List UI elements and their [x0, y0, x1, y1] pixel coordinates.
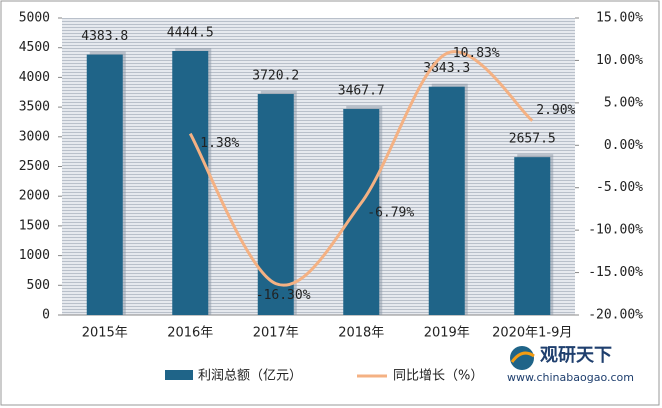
x-tick-label: 2018年: [338, 326, 384, 341]
x-tick-label: 2019年: [424, 326, 470, 341]
value-label: 2.90%: [536, 103, 575, 118]
y-tick-label: 3500: [19, 100, 50, 115]
y-tick-label: 5000: [19, 11, 50, 26]
y2-tick-label: -15.00%: [588, 265, 643, 280]
x-tick-label: 2015年: [82, 326, 128, 341]
value-label: 4383.8: [81, 29, 128, 44]
y-tick-label: 1000: [19, 248, 50, 263]
value-label: -6.79%: [367, 205, 414, 220]
value-label: 3720.2: [252, 69, 299, 84]
plot-area: [62, 18, 575, 315]
y2-tick-label: -10.00%: [588, 223, 643, 238]
x-tick-label: 2020年1-9月: [492, 326, 572, 341]
logo: [510, 351, 535, 363]
y-tick-label: 2000: [19, 189, 50, 204]
y2-tick-label: -20.00%: [588, 308, 643, 323]
y-tick-label: 500: [27, 278, 50, 293]
y-tick-label: 4000: [19, 70, 50, 85]
bar: [86, 54, 123, 315]
legend-label: 同比增长（%）: [393, 369, 483, 384]
y-tick-label: 2500: [19, 159, 50, 174]
value-label: 1.38%: [200, 136, 239, 151]
value-label: 2657.5: [509, 132, 556, 147]
y-tick-label: 4500: [19, 40, 50, 55]
bar: [514, 157, 551, 315]
x-tick-label: 2017年: [253, 326, 299, 341]
watermark-brand: 观研天下: [540, 345, 612, 366]
value-label: 3467.7: [338, 84, 385, 99]
bar: [428, 86, 465, 315]
bar: [172, 50, 209, 315]
y2-tick-label: -5.00%: [596, 180, 643, 195]
y2-tick-label: 15.00%: [596, 11, 643, 26]
bar: [343, 109, 380, 316]
legend-swatch: [165, 370, 193, 380]
value-label: 4444.5: [167, 25, 214, 40]
y2-tick-label: 5.00%: [604, 95, 643, 110]
bar: [257, 94, 294, 316]
line: [188, 50, 534, 287]
y-tick-label: 3000: [19, 129, 50, 144]
legend-label: 利润总额（亿元）: [198, 369, 302, 384]
value-label: -16.30%: [256, 288, 311, 303]
y2-tick-label: 10.00%: [596, 53, 643, 68]
value-label: 10.83%: [453, 46, 500, 61]
x-tick-label: 2016年: [167, 326, 213, 341]
y-tick-label: 0: [42, 308, 50, 323]
y-tick-label: 1500: [19, 218, 50, 233]
y2-tick-label: 0.00%: [604, 138, 643, 153]
watermark-url: www.chinabaogao.com: [507, 371, 634, 384]
